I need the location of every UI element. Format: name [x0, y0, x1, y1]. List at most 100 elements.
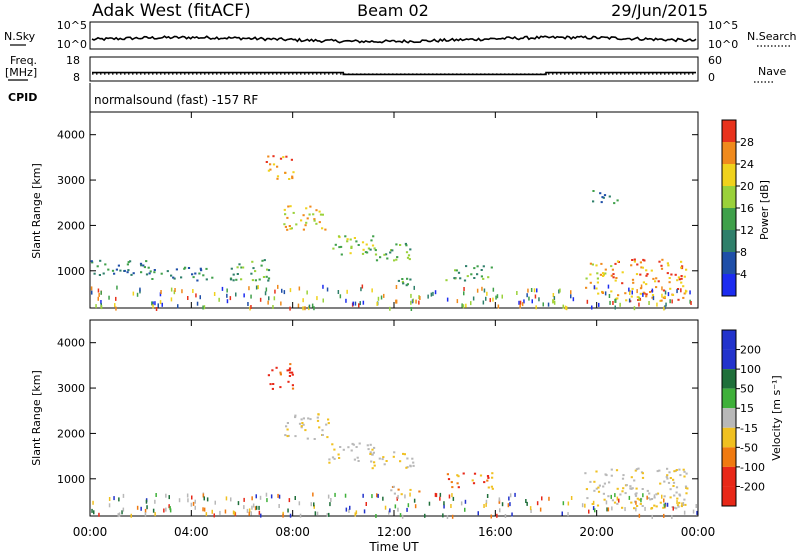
velocity-cell [291, 387, 295, 390]
power-cell [291, 177, 294, 180]
velocity-cell [672, 478, 675, 481]
power-cell [140, 271, 143, 274]
power-cell [625, 299, 628, 302]
power-cell [232, 279, 235, 282]
velocity-cell [646, 495, 648, 500]
velocity-cell [406, 457, 409, 460]
velocity-cell [399, 460, 402, 463]
power-cell [482, 277, 485, 280]
velocity-cell [663, 495, 666, 498]
velocity-cell [288, 369, 291, 371]
power-cell [614, 279, 617, 282]
velocity-cell [692, 509, 695, 514]
velocity-cell [428, 501, 431, 506]
velocity-cell [541, 496, 543, 501]
power-cell [93, 272, 96, 275]
power-cell [97, 296, 99, 301]
velocity-cell [616, 502, 619, 505]
power-cell [680, 277, 683, 280]
power-cell [636, 296, 639, 299]
velocity-cell [353, 458, 356, 461]
power-cell [683, 275, 686, 278]
power-cell [318, 210, 321, 213]
velocity-ytick-label: 3000 [57, 382, 85, 395]
velocity-cell [270, 494, 273, 499]
velocity-cell [369, 443, 372, 446]
velocity-cell [498, 499, 501, 504]
power-cell [376, 301, 378, 306]
power-cell [496, 294, 499, 299]
velocity-cell [460, 501, 463, 506]
power-cell [489, 298, 491, 303]
power-colorbar-segment [722, 186, 736, 208]
power-cell [350, 247, 353, 249]
velocity-cell [448, 494, 451, 499]
velocity-cell [371, 467, 374, 470]
velocity-cell [509, 502, 511, 507]
power-cell [633, 306, 636, 311]
velocity-ylabel: Slant Range [km] [30, 370, 43, 466]
power-cell [155, 307, 158, 311]
power-cell [153, 269, 156, 271]
velocity-cell [634, 493, 637, 496]
velocity-cell [635, 500, 637, 505]
velocity-cell [288, 367, 292, 370]
power-cell [302, 214, 305, 217]
power-cell [316, 296, 318, 301]
velocity-cell [330, 498, 332, 502]
velocity-cell [213, 513, 215, 518]
velocity-cell [327, 422, 330, 425]
power-cell [364, 251, 367, 254]
power-cell [311, 303, 314, 308]
velocity-cell [259, 495, 262, 500]
power-cell [250, 272, 253, 275]
power-cell [99, 259, 102, 262]
power-cell [645, 274, 648, 277]
velocity-cell [316, 419, 320, 422]
power-cell [385, 253, 388, 256]
freq-left-label: Freq. [10, 54, 37, 67]
velocity-cell [603, 498, 606, 501]
velocity-cell [316, 416, 319, 419]
velocity-cell [357, 460, 360, 462]
velocity-cell [614, 493, 616, 498]
power-cell [533, 288, 536, 293]
power-cell [613, 202, 616, 205]
power-cell [359, 301, 361, 306]
power-cell [200, 269, 203, 272]
velocity-colorbar-tick-label: -50 [740, 441, 758, 454]
velocity-cell [666, 477, 669, 480]
power-cell [492, 287, 495, 292]
velocity-cell [288, 375, 291, 377]
power-cell [104, 263, 107, 266]
velocity-cell [659, 501, 662, 504]
power-cell [160, 290, 162, 294]
power-cell [100, 305, 103, 310]
velocity-cell [202, 507, 204, 512]
power-cell [346, 240, 349, 243]
power-cell [199, 267, 202, 270]
velocity-cell [644, 506, 646, 511]
velocity-cell [255, 494, 257, 499]
power-cell [457, 271, 461, 274]
velocity-cell [412, 461, 415, 464]
power-cell [355, 240, 358, 243]
velocity-cell [136, 505, 139, 510]
velocity-cell [371, 448, 374, 451]
power-cell [292, 211, 295, 214]
power-cell [290, 227, 293, 230]
velocity-cell [313, 502, 315, 507]
power-cell [132, 272, 135, 275]
power-cell [406, 277, 409, 280]
power-cell [446, 297, 449, 302]
velocity-cell [678, 493, 681, 496]
velocity-cell [491, 476, 494, 479]
velocity-cell [683, 475, 686, 478]
power-cell [350, 245, 353, 248]
velocity-cell [514, 492, 516, 497]
velocity-cell [392, 485, 395, 488]
power-cell [339, 294, 342, 299]
velocity-cell [589, 480, 592, 483]
noise-right-label: N.Search [747, 30, 797, 43]
velocity-cell [260, 513, 262, 518]
